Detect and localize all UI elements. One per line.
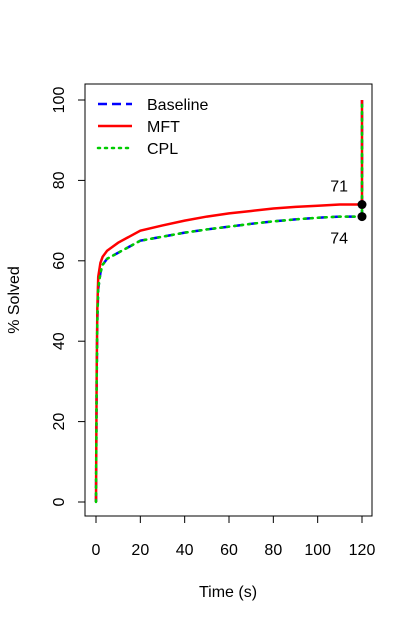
series-layer bbox=[94, 98, 364, 504]
legend: Baseline MFT CPL bbox=[96, 97, 208, 158]
x-tick-label: 0 bbox=[92, 542, 101, 559]
y-axis-label: % Solved bbox=[6, 266, 23, 334]
x-tick-label: 40 bbox=[176, 542, 194, 559]
x-tick-label: 20 bbox=[131, 542, 149, 559]
y-axis: 0 20 40 60 80 100 bbox=[51, 87, 85, 506]
legend-label-cpl: CPL bbox=[147, 141, 178, 158]
y-tick-label: 100 bbox=[51, 87, 68, 114]
y-tick-label: 20 bbox=[51, 413, 68, 431]
x-tick-label: 80 bbox=[264, 542, 282, 559]
y-tick-label: 40 bbox=[51, 332, 68, 350]
y-tick-label: 60 bbox=[51, 252, 68, 270]
y-tick-label: 0 bbox=[51, 497, 68, 506]
series-line-mft bbox=[94, 100, 364, 503]
x-tick-label: 60 bbox=[220, 542, 238, 559]
x-tick-label: 120 bbox=[349, 542, 376, 559]
x-tick-label: 100 bbox=[304, 542, 331, 559]
x-axis-label: Time (s) bbox=[199, 584, 257, 601]
legend-label-mft: MFT bbox=[147, 119, 180, 136]
series-line-baseline bbox=[94, 100, 364, 503]
end-points-layer: 71 74 bbox=[330, 179, 367, 248]
end-point-marker bbox=[357, 200, 367, 210]
legend-label-baseline: Baseline bbox=[147, 97, 208, 114]
series-line-cpl bbox=[94, 98, 364, 504]
y-tick-label: 80 bbox=[51, 171, 68, 189]
end-point-label: 74 bbox=[330, 231, 348, 248]
x-axis: 0 20 40 60 80 100 120 bbox=[92, 516, 376, 559]
end-point-marker bbox=[357, 212, 367, 222]
end-point-label: 71 bbox=[330, 179, 348, 196]
